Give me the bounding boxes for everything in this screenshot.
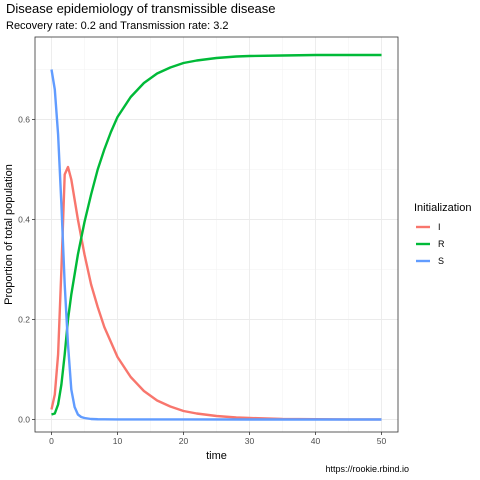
- series-line-R: [51, 53, 382, 416]
- x-tick-label: 30: [245, 436, 255, 446]
- x-axis-label: time: [206, 450, 227, 462]
- series-line-I: [50, 165, 382, 421]
- chart-title: Disease epidemiology of transmissible di…: [6, 1, 276, 16]
- legend-label-S: S: [438, 256, 444, 266]
- y-tick-label: 0.2: [18, 315, 30, 325]
- chart-subtitle: Recovery rate: 0.2 and Transmission rate…: [6, 20, 229, 32]
- legend-label-R: R: [438, 239, 445, 249]
- x-tick-label: 10: [113, 436, 123, 446]
- y-tick-label: 0.0: [18, 415, 30, 425]
- x-axis: 0 10 20 30 40 50: [49, 432, 386, 446]
- x-tick-label: 20: [179, 436, 189, 446]
- x-tick-label: 40: [311, 436, 321, 446]
- series-lines: [50, 53, 382, 421]
- legend: Initialization IRS: [414, 202, 471, 266]
- legend-label-I: I: [438, 222, 441, 232]
- y-tick-label: 0.4: [18, 215, 30, 225]
- legend-title: Initialization: [414, 202, 471, 214]
- caption: https://rookie.rbind.io: [325, 464, 409, 474]
- y-tick-label: 0.6: [18, 115, 30, 125]
- plot-border: [34, 36, 399, 433]
- y-axis: 0.0 0.2 0.4 0.6: [18, 115, 35, 425]
- x-tick-label: 0: [49, 436, 54, 446]
- series-line-S: [50, 69, 382, 421]
- x-tick-label: 50: [377, 436, 387, 446]
- y-axis-label: Proportion of total population: [3, 164, 15, 305]
